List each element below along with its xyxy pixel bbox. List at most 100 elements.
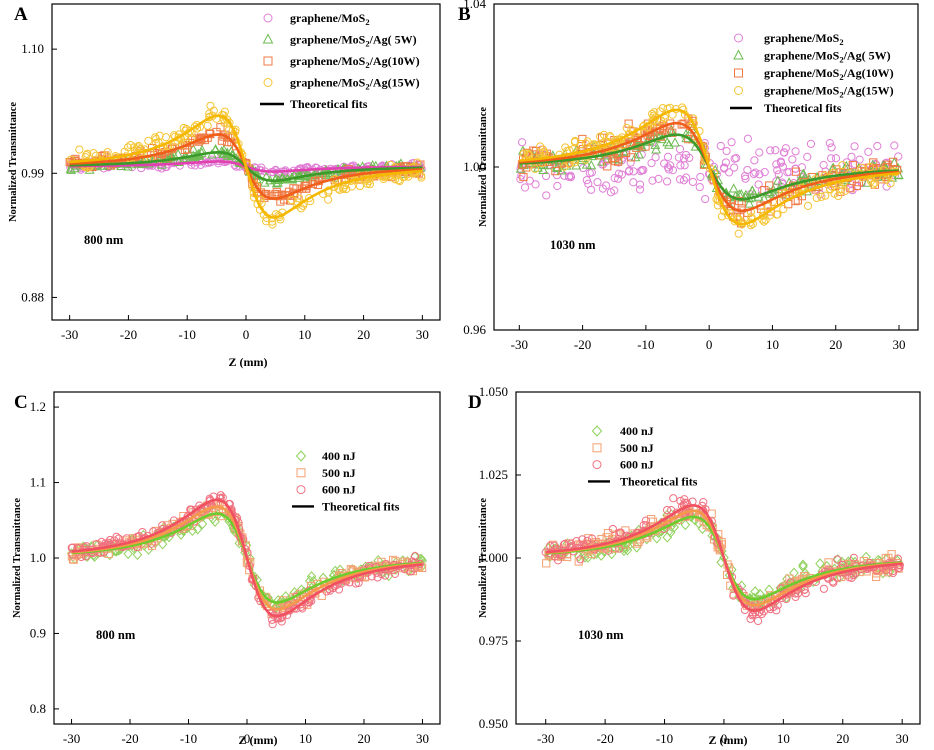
panel-letter: B	[458, 4, 471, 25]
legend-marker	[592, 443, 602, 453]
x-axis-label: Z (mm)	[239, 733, 278, 747]
data-point	[542, 191, 551, 200]
x-tick-label: 30	[896, 731, 909, 746]
data-point	[783, 168, 792, 177]
legend-marker	[734, 86, 743, 95]
data-point	[825, 139, 834, 148]
data-point	[576, 555, 585, 564]
data-point	[696, 172, 705, 182]
data-point	[287, 195, 296, 205]
data-point	[129, 143, 139, 152]
x-tick-label: -10	[180, 731, 197, 746]
data-point	[771, 146, 780, 155]
y-tick-label: 0.950	[479, 716, 508, 731]
data-point	[682, 173, 691, 182]
data-point	[268, 620, 277, 629]
data-point	[841, 186, 850, 195]
data-point	[701, 194, 710, 204]
data-point	[566, 171, 575, 180]
y-axis-label: Normalized Transmittance	[8, 102, 19, 222]
data-point	[890, 141, 899, 150]
plot-area	[65, 101, 426, 229]
data-point	[519, 149, 528, 158]
data-point	[734, 229, 743, 238]
data-point	[192, 523, 203, 535]
data-point	[750, 156, 759, 165]
data-point	[662, 177, 672, 186]
data-point	[815, 558, 825, 569]
y-tick-label: 1.0	[30, 550, 46, 565]
data-point	[773, 210, 782, 219]
legend-fit-label: Theoretical fits	[620, 474, 698, 488]
data-point	[89, 149, 98, 158]
data-point	[608, 524, 617, 534]
data-point	[791, 592, 800, 602]
data-point	[716, 141, 725, 151]
data-point	[530, 164, 540, 173]
legend-label: 600 nJ	[620, 458, 654, 472]
data-point	[306, 571, 317, 582]
data-point	[614, 157, 623, 166]
data-point	[114, 534, 123, 543]
legend-label: graphene/MoS2/Ag(10W)	[290, 54, 420, 70]
x-axis-label: Z (mm)	[229, 355, 268, 369]
panel-b: B -30 -20 -10 0 10 20 30 0.96 1.00 1.04 Normalized …	[458, 0, 919, 352]
y-axis-label: Normalized Transmittance	[478, 498, 489, 618]
data-point	[112, 532, 121, 541]
data-point	[593, 177, 602, 187]
wavelength-label: 1030 nm	[550, 238, 596, 252]
data-point	[789, 567, 799, 579]
data-point	[864, 147, 873, 156]
data-point	[395, 176, 404, 186]
data-point	[717, 212, 726, 221]
legend-marker	[263, 13, 273, 23]
data-point	[640, 121, 649, 130]
legend-marker	[734, 33, 743, 43]
wavelength-label: 800 nm	[96, 628, 136, 642]
data-point	[819, 160, 828, 170]
legend-marker	[591, 425, 603, 437]
data-point	[797, 169, 808, 179]
x-tick-label: -10	[637, 337, 654, 352]
data-point	[185, 126, 195, 136]
data-point	[650, 108, 659, 117]
data-point	[635, 185, 645, 194]
data-point	[774, 170, 783, 179]
data-point	[778, 162, 787, 171]
data-point	[271, 178, 282, 188]
legend-fit-label: Theoretical fits	[764, 101, 842, 115]
x-tick-label: -10	[656, 731, 673, 746]
data-point	[203, 121, 212, 130]
x-tick-label: -20	[120, 327, 137, 342]
data-point	[520, 183, 530, 192]
legend-marker	[592, 460, 602, 470]
x-tick-label: 20	[357, 731, 370, 746]
data-point	[603, 528, 613, 538]
plot-area	[515, 103, 904, 238]
data-point	[324, 195, 333, 204]
legend-label: graphene/MoS2/Ag(15W)	[290, 76, 420, 92]
data-point	[695, 182, 704, 192]
data-point	[733, 214, 742, 223]
data-point	[801, 589, 810, 598]
data-point	[335, 564, 345, 576]
data-point	[873, 141, 882, 151]
data-point	[641, 516, 650, 525]
data-point	[417, 173, 426, 182]
data-point	[743, 165, 752, 175]
data-point	[869, 180, 878, 189]
data-point	[852, 181, 861, 190]
data-point	[648, 116, 657, 125]
data-point	[847, 573, 856, 582]
data-point	[666, 161, 675, 170]
data-point	[817, 192, 826, 202]
x-tick-label: 0	[706, 337, 713, 352]
data-point	[596, 550, 606, 561]
data-point	[564, 172, 574, 182]
data-point	[669, 494, 678, 503]
data-point	[605, 131, 614, 141]
data-point	[209, 106, 218, 115]
data-point	[699, 498, 708, 507]
data-point	[654, 174, 663, 183]
x-tick-label: 10	[766, 337, 779, 352]
